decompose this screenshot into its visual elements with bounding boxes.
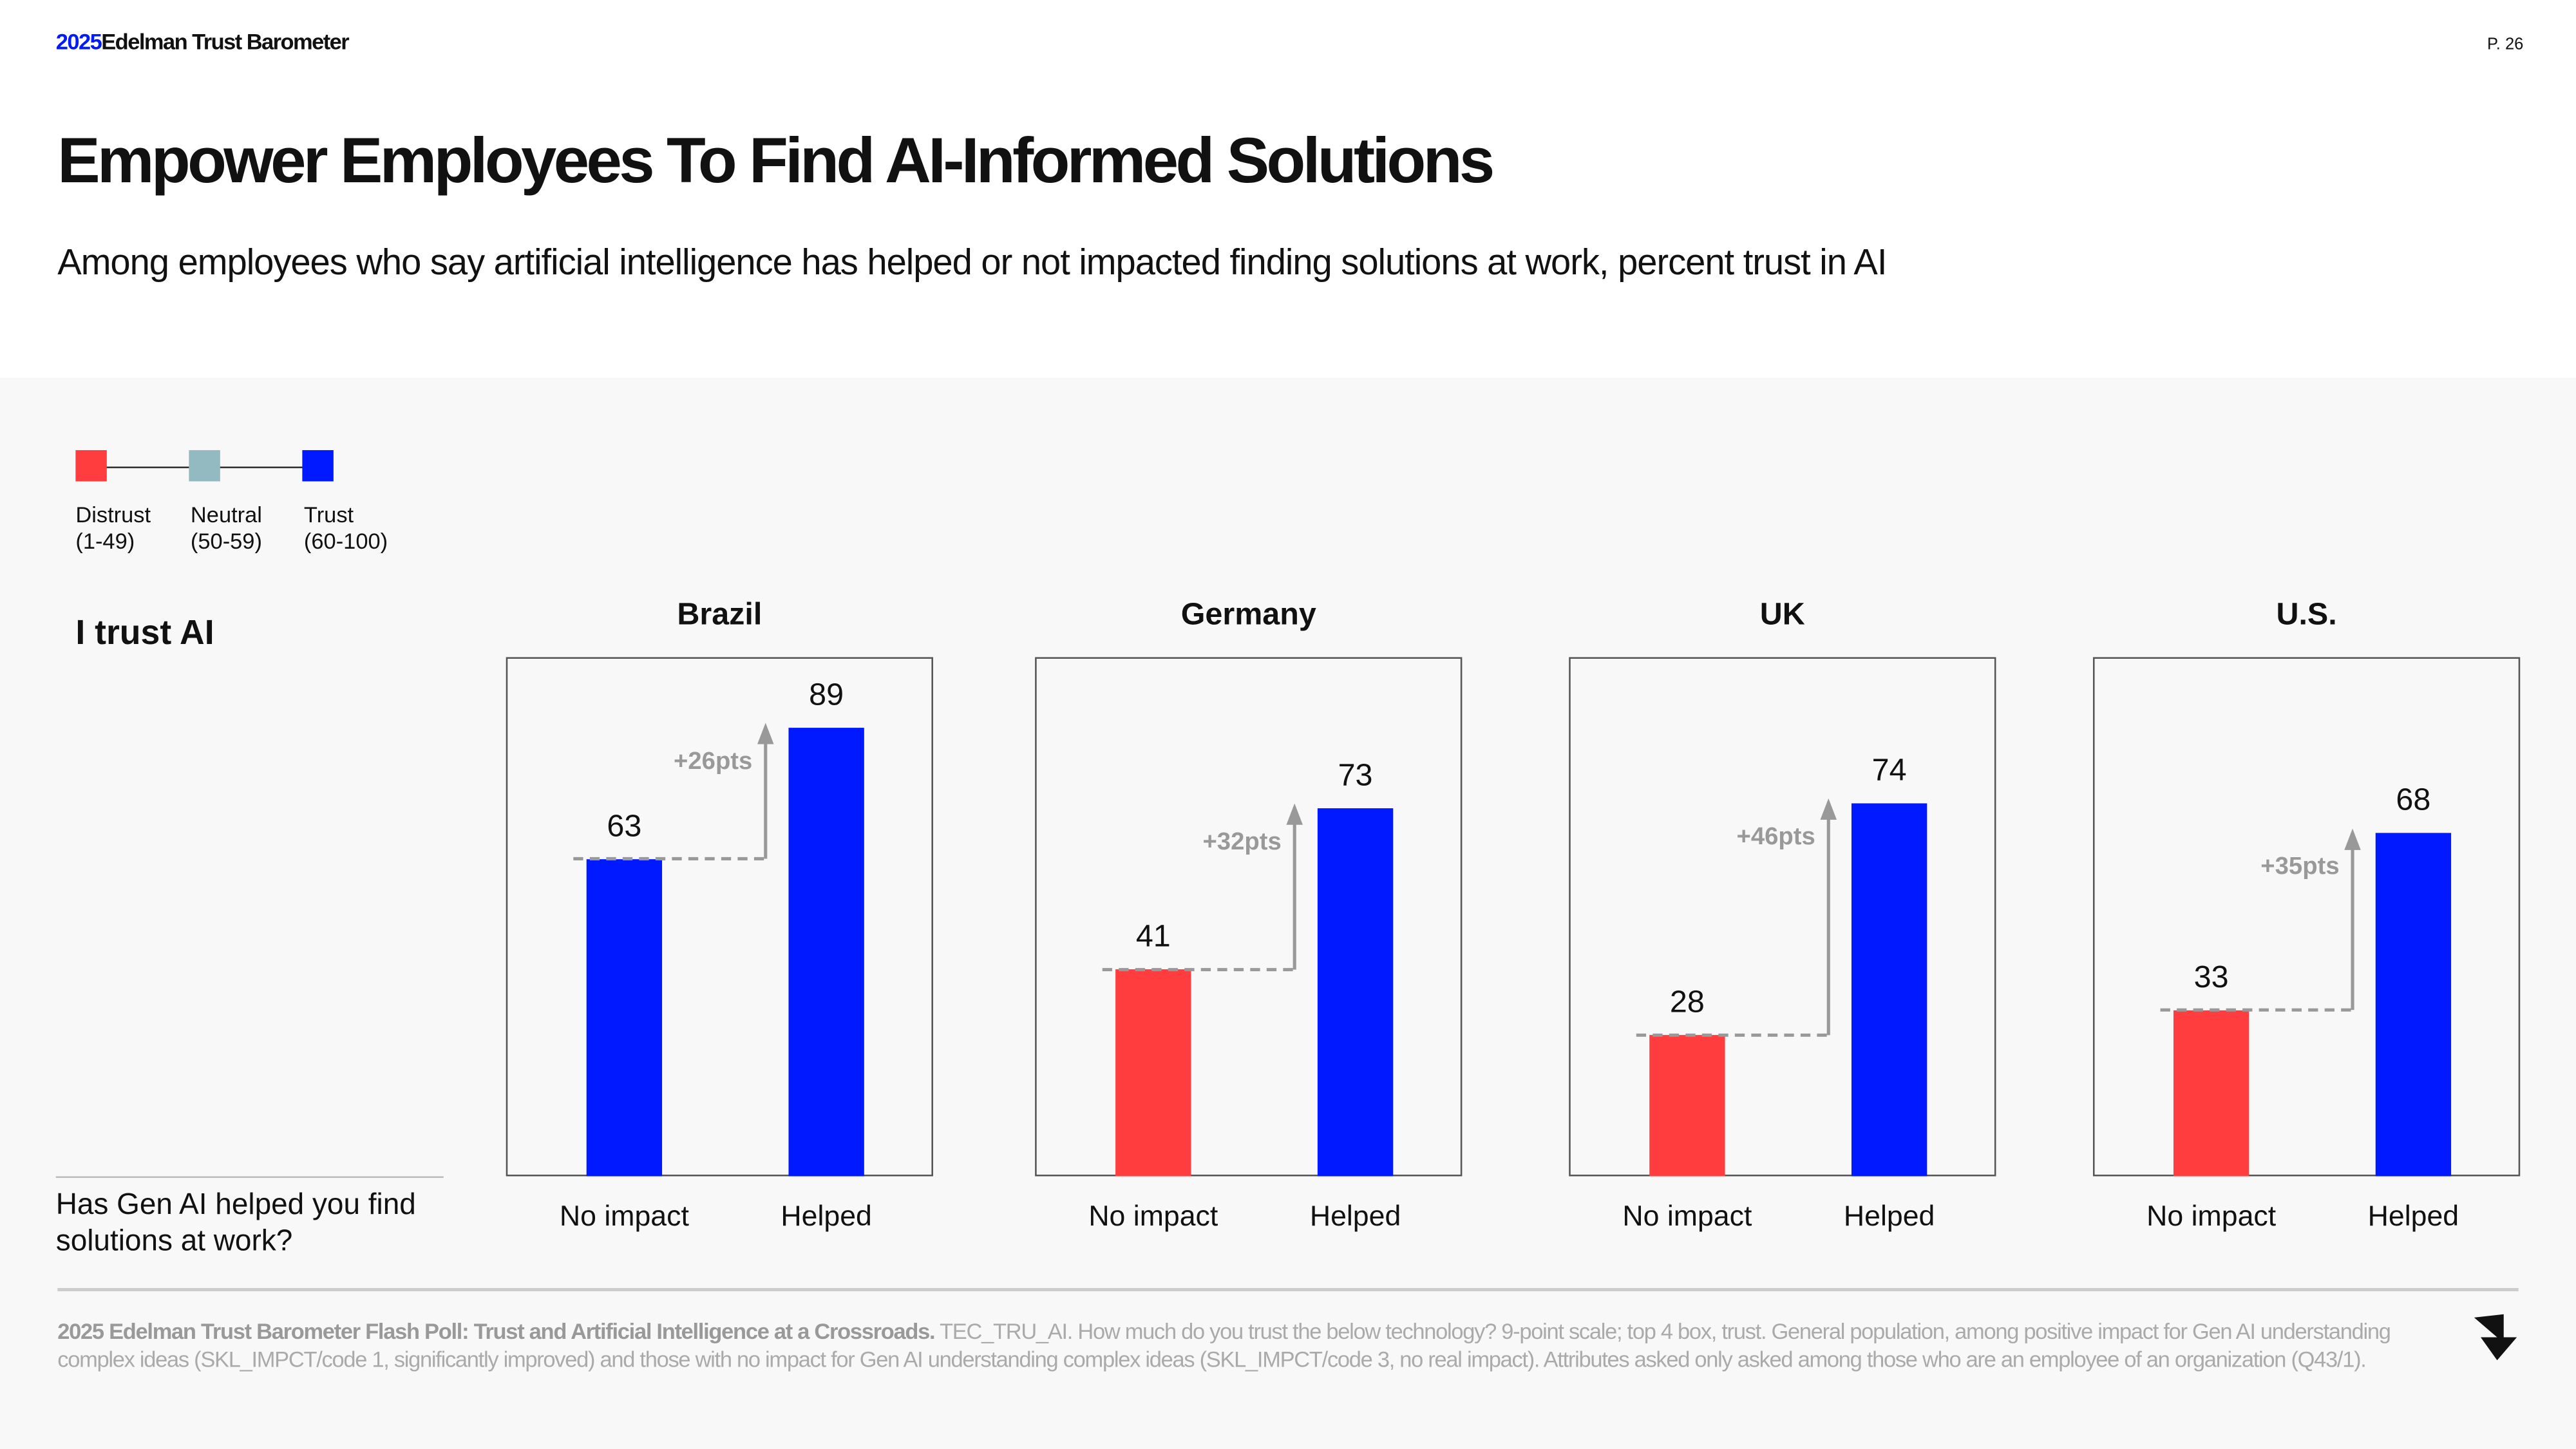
legend-swatch-trust — [302, 450, 334, 482]
legend-swatch-distrust — [75, 450, 107, 482]
page-subtitle: Among employees who say artificial intel… — [57, 241, 1887, 283]
legend-label: Neutral — [190, 502, 262, 527]
legend-range: (1-49) — [75, 529, 135, 554]
delta-label: +35pts — [2260, 853, 2340, 882]
category-label: No impact — [1622, 1199, 1752, 1233]
data-label: 74 — [1871, 753, 1907, 789]
footnote-source: 2025 Edelman Trust Barometer Flash Poll:… — [57, 1319, 935, 1344]
brand-year: 2025 — [55, 29, 102, 55]
legend-swatch-neutral — [189, 450, 220, 482]
row-label: I trust AI — [75, 614, 214, 652]
data-label: 63 — [607, 809, 642, 844]
panel-title: Germany — [1180, 598, 1316, 633]
category-label: Helped — [1843, 1199, 1935, 1233]
legend-label: Distrust — [75, 502, 151, 527]
delta-label: +46pts — [1736, 822, 1815, 851]
page-number: P. 26 — [2487, 36, 2524, 55]
bar — [1317, 808, 1394, 1177]
bar — [2375, 833, 2452, 1177]
brand-name: Edelman Trust Barometer — [101, 29, 349, 55]
bar — [1649, 1035, 1725, 1177]
panel-title: U.S. — [2276, 598, 2337, 633]
category-label: No impact — [1088, 1199, 1218, 1233]
category-label: Helped — [1309, 1199, 1401, 1233]
bar — [586, 858, 663, 1177]
axis-question: Has Gen AI helped you find solutions at … — [55, 1188, 416, 1257]
category-label: Helped — [781, 1199, 872, 1233]
data-label: 41 — [1135, 920, 1171, 955]
chart-panel-germany — [1035, 657, 1463, 1177]
data-label: 68 — [2396, 784, 2431, 819]
bar — [788, 727, 864, 1177]
panel-title: UK — [1759, 598, 1805, 633]
legend-item-distrust: Distrust (1-49) — [75, 503, 151, 556]
divider — [55, 1176, 444, 1179]
data-label: 28 — [1669, 985, 1705, 1021]
footnote: 2025 Edelman Trust Barometer Flash Poll:… — [57, 1318, 2423, 1374]
legend-range: (60-100) — [303, 529, 388, 554]
legend-item-neutral: Neutral (50-59) — [191, 503, 262, 556]
data-label: 89 — [809, 678, 844, 713]
category-label: No impact — [2146, 1199, 2277, 1233]
panel-title: Brazil — [677, 598, 762, 633]
bar — [1115, 969, 1191, 1177]
legend-connector — [218, 466, 304, 469]
footnote-text: TEC_TRU_AI. How much do you trust the be… — [57, 1319, 2391, 1372]
category-label: Helped — [2367, 1199, 2459, 1233]
category-label: No impact — [559, 1199, 689, 1233]
legend-item-trust: Trust (60-100) — [304, 503, 388, 556]
chart-panel-brazil — [506, 657, 933, 1177]
chart-panel-uk — [1569, 657, 1996, 1177]
arrow-down-right-icon[interactable] — [2468, 1311, 2521, 1364]
data-label: 73 — [1338, 759, 1373, 794]
legend-label: Trust — [303, 502, 354, 527]
bar — [2173, 1010, 2249, 1177]
legend-range: (50-59) — [190, 529, 262, 554]
chart-panel-us — [2092, 657, 2521, 1177]
delta-label: +26pts — [674, 747, 753, 775]
data-label: 33 — [2193, 960, 2229, 996]
delta-label: +32pts — [1202, 828, 1282, 857]
content-background — [0, 377, 2576, 1449]
legend-connector — [105, 466, 191, 469]
bar — [1851, 803, 1927, 1177]
page-title: Empower Employees To Find AI-Informed So… — [57, 126, 1495, 198]
brand-logo: 2025Edelman Trust Barometer — [55, 29, 350, 55]
footer-divider — [57, 1287, 2519, 1292]
